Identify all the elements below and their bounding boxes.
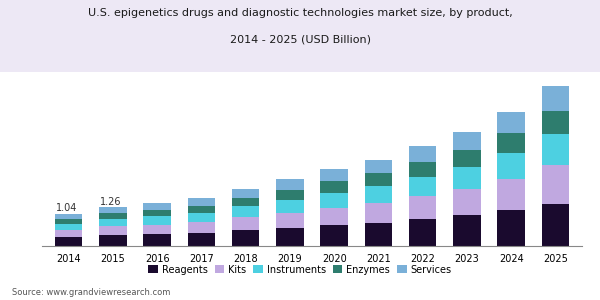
Bar bbox=[453, 150, 481, 167]
Bar bbox=[365, 203, 392, 223]
Bar bbox=[143, 216, 171, 225]
Bar bbox=[497, 133, 525, 152]
Bar bbox=[232, 189, 259, 198]
Bar bbox=[409, 196, 436, 219]
Bar bbox=[320, 169, 348, 181]
Bar bbox=[232, 230, 259, 246]
Bar bbox=[409, 162, 436, 177]
Bar bbox=[542, 204, 569, 246]
Bar bbox=[276, 200, 304, 213]
Bar bbox=[497, 179, 525, 210]
Bar bbox=[99, 213, 127, 219]
Bar bbox=[143, 234, 171, 246]
Bar bbox=[99, 235, 127, 246]
Bar bbox=[453, 189, 481, 215]
Bar bbox=[365, 160, 392, 173]
Text: 2014 - 2025 (USD Billion): 2014 - 2025 (USD Billion) bbox=[229, 34, 371, 44]
Bar bbox=[99, 207, 127, 213]
Bar bbox=[143, 210, 171, 216]
Bar bbox=[276, 213, 304, 228]
Bar bbox=[542, 134, 569, 165]
Bar bbox=[276, 179, 304, 190]
Bar bbox=[409, 219, 436, 246]
Bar bbox=[453, 167, 481, 189]
Bar bbox=[365, 223, 392, 246]
Bar bbox=[55, 219, 82, 224]
Bar bbox=[55, 214, 82, 219]
Bar bbox=[409, 177, 436, 196]
Text: Source: www.grandviewresearch.com: Source: www.grandviewresearch.com bbox=[12, 288, 170, 297]
Bar bbox=[542, 86, 569, 111]
Bar bbox=[276, 228, 304, 246]
Bar bbox=[276, 190, 304, 200]
Bar bbox=[453, 215, 481, 246]
Bar bbox=[143, 203, 171, 210]
Bar bbox=[409, 146, 436, 162]
Bar bbox=[232, 198, 259, 206]
Bar bbox=[99, 226, 127, 235]
Legend: Reagents, Kits, Instruments, Enzymes, Services: Reagents, Kits, Instruments, Enzymes, Se… bbox=[145, 261, 455, 279]
Bar bbox=[232, 206, 259, 217]
Bar bbox=[497, 112, 525, 133]
Bar bbox=[55, 237, 82, 246]
Bar bbox=[497, 210, 525, 246]
Bar bbox=[497, 152, 525, 179]
Bar bbox=[188, 233, 215, 246]
Bar bbox=[55, 224, 82, 230]
Bar bbox=[232, 217, 259, 230]
Text: 1.04: 1.04 bbox=[56, 203, 77, 213]
Bar bbox=[453, 132, 481, 150]
Bar bbox=[365, 186, 392, 203]
Bar bbox=[188, 213, 215, 222]
Bar bbox=[143, 225, 171, 234]
Bar bbox=[320, 225, 348, 246]
Text: 1.26: 1.26 bbox=[100, 196, 121, 207]
Bar bbox=[55, 230, 82, 237]
Text: U.S. epigenetics drugs and diagnostic technologies market size, by product,: U.S. epigenetics drugs and diagnostic te… bbox=[88, 8, 512, 17]
Bar bbox=[188, 198, 215, 206]
Bar bbox=[542, 111, 569, 134]
Bar bbox=[320, 208, 348, 225]
Bar bbox=[320, 181, 348, 193]
Bar bbox=[542, 165, 569, 204]
Bar bbox=[320, 193, 348, 208]
Bar bbox=[188, 222, 215, 233]
Bar bbox=[188, 206, 215, 213]
Bar bbox=[99, 219, 127, 226]
Bar bbox=[365, 173, 392, 186]
